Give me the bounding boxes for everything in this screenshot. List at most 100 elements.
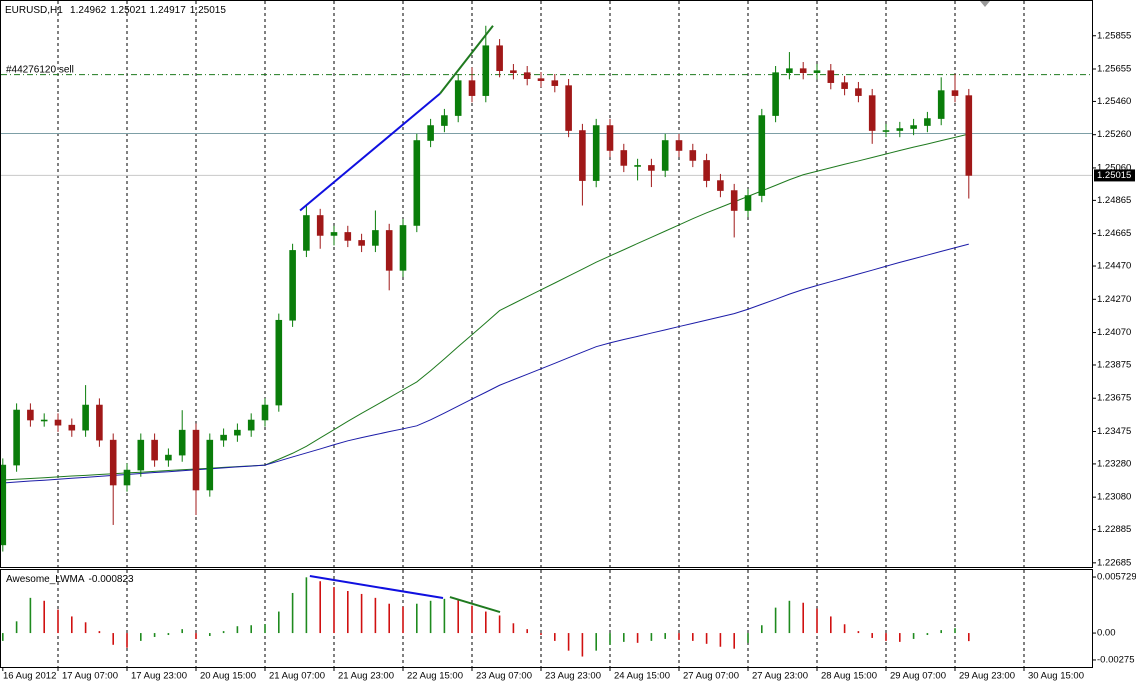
y-tick-label: 1.25260 xyxy=(1097,129,1131,140)
candle-body xyxy=(537,78,545,81)
candle-body xyxy=(427,125,434,141)
candle-body xyxy=(482,45,490,96)
x-tick-label: 29 Aug 07:00 xyxy=(890,671,946,682)
candle-body xyxy=(165,454,172,461)
candle-body xyxy=(123,469,131,486)
candle-body xyxy=(882,130,890,132)
candle-body xyxy=(289,250,296,321)
candle-body xyxy=(151,439,158,461)
candle-body xyxy=(937,90,945,119)
candle-body xyxy=(744,195,752,211)
candle-body xyxy=(648,165,655,171)
candle-body xyxy=(634,165,641,167)
candle-body xyxy=(910,125,917,129)
candle-body xyxy=(358,240,365,246)
level-label: #44276120 sell xyxy=(6,64,74,75)
trend-line xyxy=(309,575,444,600)
chart-shift-marker xyxy=(980,1,990,7)
y-tick-label: 1.24270 xyxy=(1097,294,1131,305)
candle-body xyxy=(303,215,310,251)
y-tick-label: 1.24470 xyxy=(1097,261,1131,272)
candle-body xyxy=(717,180,724,191)
x-tick-label: 17 Aug 07:00 xyxy=(62,671,118,682)
x-tick-label: 16 Aug 2012 xyxy=(3,671,56,682)
candle-body xyxy=(330,232,338,236)
candle-body xyxy=(316,215,324,236)
y-tick-label: 0.005729 xyxy=(1097,572,1136,583)
y-tick-label: 1.23675 xyxy=(1097,393,1131,404)
candle-body xyxy=(703,160,710,181)
candle-body xyxy=(523,72,531,79)
header-high: 1.25021 xyxy=(110,5,147,16)
indicator-title: Awesome_LWMA xyxy=(6,574,85,585)
grid-layer xyxy=(1,1,1096,671)
x-tick-label: 20 Aug 15:00 xyxy=(200,671,256,682)
indicator-value: -0.000823 xyxy=(89,574,134,585)
candle-body xyxy=(54,419,62,426)
main-pane-border xyxy=(0,0,1093,568)
y-tick-label: 1.25060 xyxy=(1097,162,1131,173)
candle-body xyxy=(261,404,269,421)
x-tick-label: 21 Aug 23:00 xyxy=(338,671,394,682)
candle-body xyxy=(565,85,572,131)
x-tick-label: 28 Aug 15:00 xyxy=(821,671,877,682)
indicator-header: Awesome_LWMA -0.000823 xyxy=(6,574,134,585)
candle-body xyxy=(178,429,186,456)
candle-body xyxy=(454,80,462,116)
y-tick-label: 1.24070 xyxy=(1097,327,1131,338)
header-low: 1.24917 xyxy=(150,5,187,16)
candle-body xyxy=(234,429,241,436)
y-tick-label: 1.25460 xyxy=(1097,96,1131,107)
y-tick-label: 0.00 xyxy=(1097,628,1116,639)
trend-line xyxy=(449,596,501,613)
candle-body xyxy=(220,434,227,441)
candle-body xyxy=(661,140,669,171)
y-tick-label: 1.22685 xyxy=(1097,557,1131,568)
candle-body xyxy=(413,140,421,226)
candle-body xyxy=(496,45,503,71)
candle-body xyxy=(510,70,517,73)
indicator-pane-border xyxy=(0,569,1093,668)
header-open: 1.24962 xyxy=(70,5,107,16)
candle-body xyxy=(799,68,807,73)
x-tick-label: 23 Aug 23:00 xyxy=(545,671,601,682)
candle-body xyxy=(855,88,862,96)
y-tick-label: 1.23475 xyxy=(1097,426,1131,437)
y-tick-label: 1.25855 xyxy=(1097,30,1131,41)
candle-body xyxy=(924,118,931,126)
candle-body xyxy=(551,80,559,86)
candle-body xyxy=(40,419,48,422)
chart-header: EURUSD,H1 1.24962 1.25021 1.24917 1.25015 xyxy=(5,5,226,16)
candle-body xyxy=(827,70,835,83)
x-tick-label: 24 Aug 15:00 xyxy=(614,671,670,682)
candle-body xyxy=(758,115,766,196)
candle-body xyxy=(275,319,283,406)
candle-body xyxy=(813,70,821,73)
data-layer xyxy=(0,25,973,657)
candle-body xyxy=(82,404,89,431)
moving-average-line xyxy=(2,243,969,484)
y-tick-label: 1.25655 xyxy=(1097,64,1131,75)
candle-body xyxy=(675,140,683,151)
candle-body xyxy=(385,230,393,271)
candle-body xyxy=(192,429,200,491)
candle-body xyxy=(68,424,76,431)
y-tick-label: 1.23080 xyxy=(1097,492,1131,503)
candle-body xyxy=(896,128,904,131)
candle-body xyxy=(206,439,214,491)
candle-body xyxy=(399,225,407,271)
candle-body xyxy=(468,80,476,96)
y-tick-label: 1.23875 xyxy=(1097,359,1131,370)
candle-body xyxy=(137,439,145,471)
candle-body xyxy=(965,95,973,176)
candle-body xyxy=(620,150,628,166)
candle-body xyxy=(689,150,697,161)
candle-body xyxy=(109,439,117,486)
candle-body xyxy=(592,125,600,181)
candle-body xyxy=(441,115,448,126)
x-tick-label: 30 Aug 15:00 xyxy=(1028,671,1084,682)
candle-body xyxy=(579,130,586,181)
last-price-box xyxy=(1094,169,1135,182)
